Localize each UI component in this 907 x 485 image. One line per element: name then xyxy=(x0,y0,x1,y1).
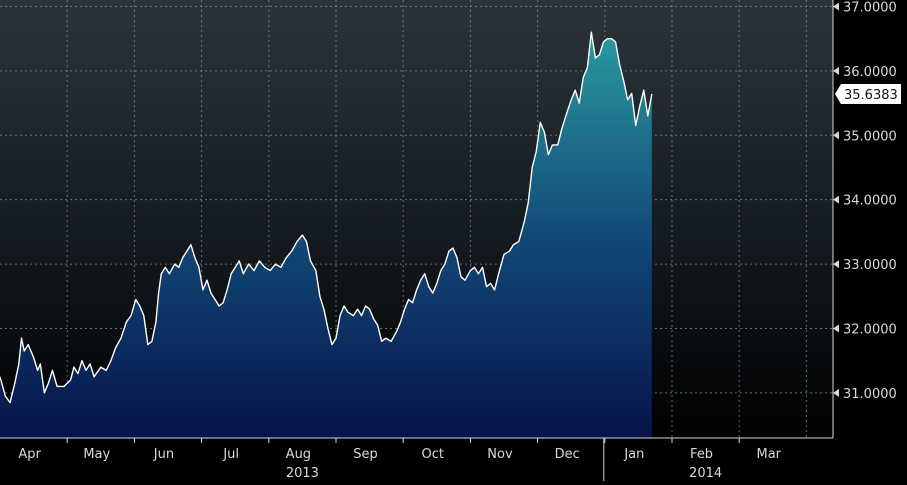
x-tick-label: Apr xyxy=(18,447,41,462)
year-label-2014: 2014 xyxy=(689,466,722,481)
y-tick-label: 31.0000 xyxy=(843,387,897,402)
x-tick-label: Aug xyxy=(286,447,311,462)
y-tick-marker xyxy=(833,2,839,11)
y-tick-label: 36.0000 xyxy=(843,65,897,80)
year-label-2013: 2013 xyxy=(286,466,319,481)
x-tick-label: Jun xyxy=(153,447,174,462)
y-axis-ticks: 37.0000 36.0000 35.0000 34.0000 33.0000 32.00… xyxy=(833,0,897,402)
x-tick-label: Feb xyxy=(690,447,713,462)
y-tick-marker xyxy=(833,260,839,269)
series-area xyxy=(0,31,653,439)
y-tick-marker xyxy=(833,388,839,397)
x-tick-label: Sep xyxy=(353,447,378,462)
y-tick-label: 32.0000 xyxy=(843,323,897,338)
x-tick-label: Jul xyxy=(222,447,239,462)
y-tick-label: 34.0000 xyxy=(843,194,897,209)
last-value-badge-shape xyxy=(835,84,901,105)
x-tick-label: Jan xyxy=(623,447,644,462)
x-tick-label: May xyxy=(83,447,110,462)
x-tick-label: Dec xyxy=(555,447,580,462)
x-tick-label: Nov xyxy=(487,447,513,462)
x-tick-label: Oct xyxy=(422,447,444,462)
series-line xyxy=(0,31,653,404)
y-tick-marker xyxy=(833,324,839,333)
y-tick-marker xyxy=(833,195,839,204)
y-tick-label: 37.0000 xyxy=(843,0,897,15)
y-tick-label: 33.0000 xyxy=(843,258,897,273)
y-tick-marker xyxy=(833,131,839,140)
axes xyxy=(0,0,834,439)
last-value-label: 35.6383 xyxy=(844,88,898,103)
last-value-badge: 35.6383 xyxy=(835,84,901,105)
y-tick-label: 35.0000 xyxy=(843,129,897,144)
series-area-fill xyxy=(0,32,652,439)
y-tick-marker xyxy=(833,66,839,75)
x-axis-ticks: Apr May Jun Jul Aug Sep Oct Nov Dec Jan Feb Mar 2013… xyxy=(18,438,782,481)
x-tick-label: Mar xyxy=(757,447,782,462)
